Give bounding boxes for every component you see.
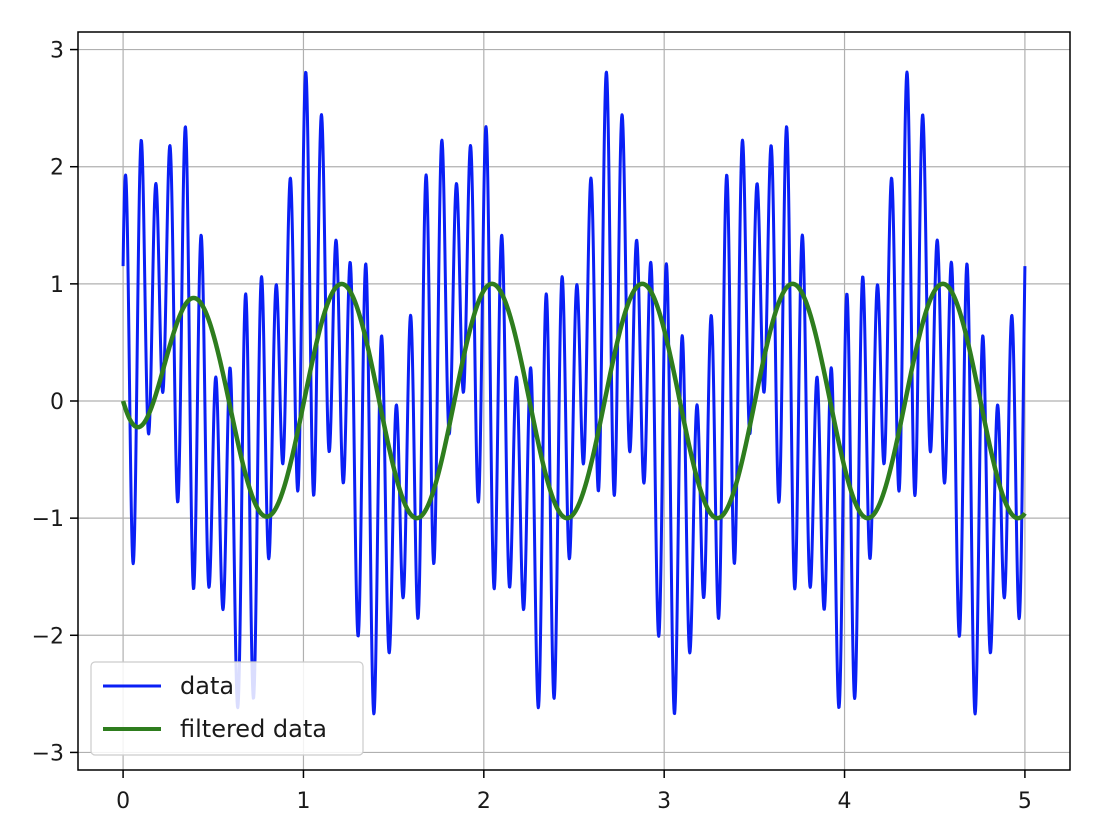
series-line-data xyxy=(121,70,1027,716)
y-tick-label: 3 xyxy=(50,39,64,64)
legend-label-filtered-data: filtered data xyxy=(180,715,327,743)
legend: data filtered data xyxy=(90,661,364,756)
y-tick-label: 1 xyxy=(50,273,64,298)
y-tick-label: −3 xyxy=(32,741,64,766)
axis-ticks: 0 1 2 3 4 5 −3 −2 −1 0 1 2 3 xyxy=(32,39,1032,814)
y-tick-label: 0 xyxy=(50,390,64,415)
series-layer xyxy=(120,70,1027,716)
x-tick-label: 3 xyxy=(657,789,671,814)
x-tick-label: 0 xyxy=(116,789,130,814)
x-tick-label: 4 xyxy=(838,789,852,814)
y-tick-label: −1 xyxy=(32,507,64,532)
x-tick-label: 1 xyxy=(296,789,310,814)
x-tick-label: 5 xyxy=(1018,789,1032,814)
y-tick-label: −2 xyxy=(32,624,64,649)
series-line-filtered-data xyxy=(120,281,1027,521)
x-tick-label: 2 xyxy=(477,789,491,814)
y-tick-label: 2 xyxy=(50,156,64,181)
legend-label-data: data xyxy=(180,672,234,700)
